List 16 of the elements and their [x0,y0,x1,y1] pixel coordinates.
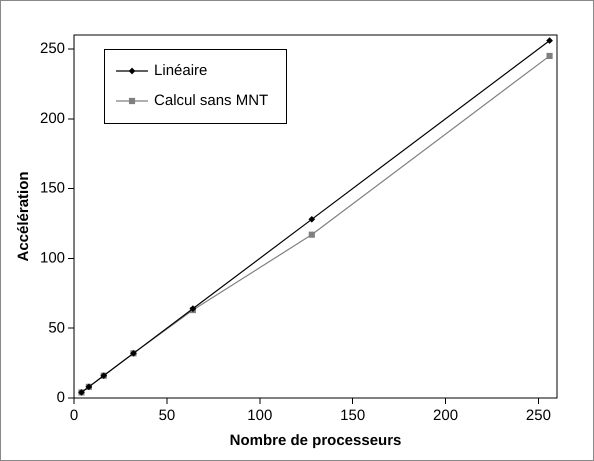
y-tick-label: 250 [40,40,66,58]
y-tick-label: 200 [40,110,66,127]
y-axis-title: Accélération [15,171,32,262]
x-axis-title: Nombre de processeurs [230,432,402,450]
x-tick-label: 50 [158,407,176,424]
legend-label: Calcul sans MNT [154,92,268,110]
legend-label: Linéaire [154,62,208,80]
y-tick-label: 50 [48,319,66,336]
x-tick-label: 200 [433,407,458,424]
x-tick-label: 0 [70,407,78,424]
x-tick-label: 250 [526,407,551,424]
y-tick-label: 150 [40,180,66,197]
x-tick-label: 100 [247,407,272,424]
y-tick-label: 100 [40,250,66,267]
y-tick-label: 0 [56,389,66,406]
x-tick-label: 150 [340,407,366,424]
